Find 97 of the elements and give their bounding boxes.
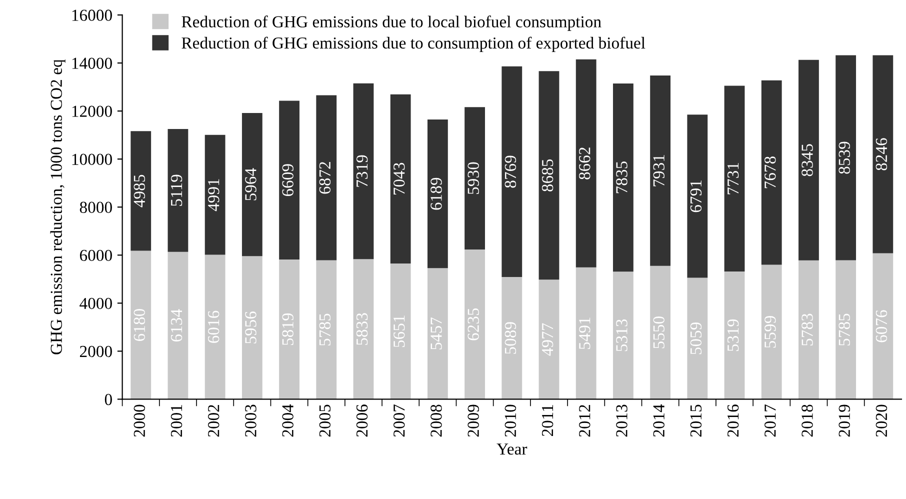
bar	[724, 271, 745, 400]
x-tick-label: 2001	[170, 405, 182, 437]
data-label: 5964	[245, 168, 256, 200]
data-label: 8539	[838, 142, 850, 174]
data-label: 7931	[653, 155, 664, 186]
bar	[502, 276, 522, 400]
data-label: 8685	[542, 159, 554, 192]
bar	[612, 272, 634, 400]
x-tick-label: 2003	[245, 404, 256, 437]
y-tick-label: 0	[104, 394, 112, 406]
bar	[798, 260, 819, 400]
x-tick-label: 2007	[394, 404, 405, 437]
x-tick-label: 2006	[356, 404, 368, 437]
bar	[612, 83, 634, 272]
bar	[279, 259, 300, 400]
bar	[687, 114, 708, 278]
y-tick-label: 2000	[80, 346, 112, 358]
y-tick-label: 16000	[72, 10, 112, 21]
data-label: 7043	[394, 162, 405, 194]
bar	[168, 252, 188, 400]
data-label: 6609	[282, 164, 294, 196]
x-tick-label: 2014	[653, 404, 664, 437]
data-label: 6872	[319, 162, 331, 194]
x-tick-label: 2010	[504, 404, 516, 437]
bar	[168, 128, 188, 252]
bar	[427, 120, 448, 268]
data-label: 7835	[616, 162, 628, 194]
y-tick-label: 8000	[80, 202, 112, 214]
data-label: 8769	[504, 156, 516, 188]
y-tick-label: 14000	[72, 58, 112, 69]
x-tick-label: 2013	[616, 404, 628, 437]
x-tick-label: 2017	[764, 404, 776, 437]
x-tick-label: 2002	[208, 404, 220, 437]
bar	[242, 112, 262, 256]
bar	[353, 83, 374, 260]
data-label: 6189	[430, 178, 442, 210]
legend-label: Reduction of GHG emissions due to consumption of exported biofuel	[182, 36, 646, 52]
bar	[130, 250, 152, 400]
bar	[761, 264, 782, 400]
x-tick-label: 2018	[802, 404, 813, 437]
data-label: 7731	[727, 162, 739, 194]
data-label: 7319	[356, 155, 368, 187]
x-tick-label: 2005	[319, 404, 331, 437]
bar	[242, 256, 262, 400]
data-label: 6791	[690, 180, 702, 212]
bar	[576, 267, 596, 400]
bar	[687, 278, 708, 400]
bar	[316, 260, 337, 400]
x-tick-label: 2012	[579, 404, 590, 437]
bar	[464, 249, 485, 400]
bar	[353, 259, 374, 400]
bar	[798, 60, 819, 260]
x-tick-label: 2020	[876, 404, 888, 437]
data-label: 5930	[468, 162, 479, 194]
bar	[279, 100, 300, 260]
bar	[204, 134, 226, 255]
y-tick-label: 4000	[80, 298, 112, 310]
x-tick-label: 2015	[690, 404, 702, 437]
y-tick-label: 10000	[72, 154, 112, 166]
x-tick-label: 2000	[134, 404, 146, 437]
y-axis-title: GHG emission reduction, 1000 tons CO2 eq	[50, 59, 66, 354]
data-label: 5119	[170, 174, 182, 206]
bar	[538, 71, 560, 280]
bar	[761, 80, 782, 265]
bar	[204, 254, 226, 400]
x-tick-label: 2009	[468, 404, 479, 437]
bar	[836, 55, 856, 260]
data-label: 4985	[134, 174, 146, 208]
bar	[650, 75, 671, 266]
bar	[872, 253, 894, 400]
y-tick-label: 12000	[72, 106, 112, 117]
bar	[538, 280, 560, 400]
bar	[836, 260, 856, 400]
bar	[316, 95, 337, 260]
x-tick-label: 2004	[282, 404, 294, 437]
bar	[427, 268, 448, 400]
data-label: 8246	[876, 138, 888, 170]
x-tick-label: 2016	[727, 404, 739, 437]
y-tick-label: 6000	[80, 250, 112, 262]
data-label: 4991	[208, 179, 220, 212]
x-tick-label: 2019	[838, 404, 850, 437]
bar	[130, 131, 152, 251]
bar	[872, 55, 894, 254]
bar	[502, 66, 522, 277]
data-label: 8662	[579, 148, 590, 180]
x-tick-label: 2011	[542, 405, 554, 436]
bar	[464, 107, 485, 250]
data-label: 8345	[802, 144, 813, 176]
x-axis-title: Year	[496, 444, 528, 455]
x-tick-label: 2008	[430, 404, 442, 437]
bar	[576, 59, 596, 268]
bar	[650, 266, 671, 400]
bar	[390, 94, 411, 264]
bar	[390, 263, 411, 400]
data-label: 7678	[764, 156, 776, 188]
legend-label: Reduction of GHG emissions due to local biofuel consumption	[182, 16, 602, 31]
bar	[724, 86, 745, 272]
